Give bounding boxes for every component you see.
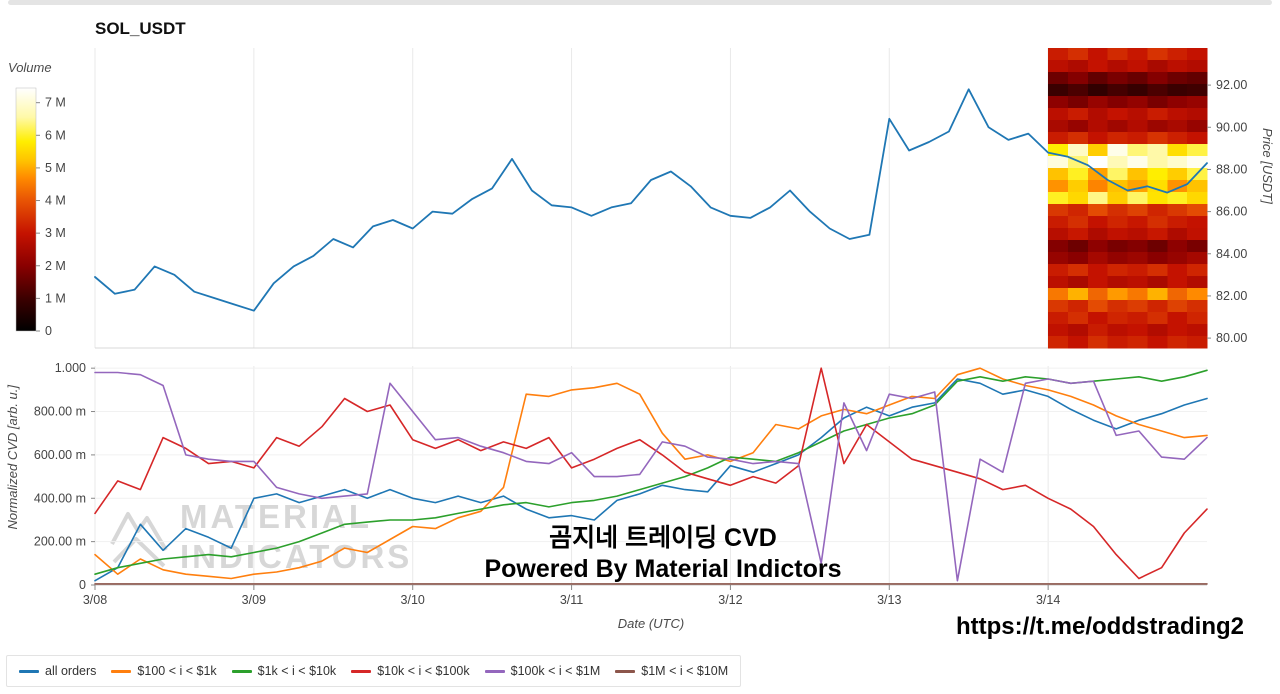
cvd-axis-label: Normalized CVD [arb. u.] [5, 385, 20, 530]
price-tick-label: 82.00 [1216, 289, 1247, 303]
cvd-tick-label: 600.00 m [34, 448, 86, 462]
volume-tick-label: 3 M [45, 226, 66, 240]
cvd-tick-label: 400.00 m [34, 491, 86, 505]
legend-label: $100k < i < $1M [510, 664, 601, 678]
cvd-line-all-orders [94, 378, 1208, 582]
cvd-chart[interactable] [94, 367, 1208, 585]
legend-item[interactable]: $100k < i < $1M [484, 664, 601, 678]
cvd-line--100k-i-1M [94, 371, 1208, 582]
legend-item[interactable]: $1k < i < $10k [231, 664, 337, 678]
volume-tick-label: 6 M [45, 128, 66, 142]
telegram-link[interactable]: https://t.me/oddstrading2 [956, 613, 1244, 640]
volume-colorbar: 7 M 6 M 5 M 4 M 3 M 2 M 1 M 0 [15, 87, 66, 338]
caption-line1: 곰지네 트레이딩 CVD [549, 524, 777, 552]
caption-line2: Powered By Material Indictors [484, 555, 842, 583]
date-tick-label: 3/08 [83, 593, 107, 607]
volume-colorbar-label: Volume [8, 60, 52, 75]
cvd-line--100-i-1k [94, 367, 1208, 580]
cvd-tick-label: 800.00 m [34, 405, 86, 419]
date-tick-label: 3/12 [718, 593, 742, 607]
legend-swatch [351, 669, 372, 673]
caption-overlay: 곰지네 트레이딩 CVD Powered By Material Indicto… [363, 523, 963, 585]
legend-item[interactable]: $10k < i < $100k [351, 664, 470, 678]
volume-tick-label: 0 [45, 324, 52, 338]
legend-label: $100 < i < $1k [137, 664, 217, 678]
legend-swatch [19, 669, 39, 673]
price-tick-label: 92.00 [1216, 78, 1247, 92]
watermark: MATERIAL INDICATORS [108, 497, 412, 577]
volume-tick-label: 1 M [45, 291, 66, 305]
watermark-line1: MATERIAL [180, 498, 373, 535]
axis-ticks: 92.00 90.00 88.00 86.00 84.00 82.00 80.00 1.000… [34, 78, 1247, 607]
legend-item[interactable]: all orders [19, 664, 96, 678]
gridlines [94, 48, 1207, 586]
cvd-tick-label: 200.00 m [34, 535, 86, 549]
date-tick-label: 3/13 [877, 593, 901, 607]
legend-label: all orders [45, 664, 97, 678]
volume-heatmap[interactable] [1048, 48, 1208, 349]
price-tick-label: 86.00 [1216, 205, 1247, 219]
legend-label: $10k < i < $100k [377, 664, 470, 678]
volume-tick-label: 5 M [45, 161, 66, 175]
watermark-text: MATERIAL INDICATORS [180, 497, 412, 577]
price-tick-label: 84.00 [1216, 247, 1247, 261]
cvd-line--10k-i-100k [94, 367, 1208, 580]
chart-title: SOL_USDT [95, 19, 186, 38]
date-tick-label: 3/14 [1036, 593, 1060, 607]
price-tick-label: 80.00 [1216, 331, 1247, 345]
price-tick-label: 90.00 [1216, 120, 1247, 134]
price-chart[interactable] [94, 88, 1208, 312]
date-tick-label: 3/10 [401, 593, 425, 607]
top-scrollbar[interactable] [8, 0, 1272, 5]
volume-tick-label: 2 M [45, 259, 66, 273]
legend-label: $1k < i < $10k [257, 664, 337, 678]
volume-tick-label: 7 M [45, 96, 66, 110]
legend-item[interactable]: $100 < i < $1k [111, 664, 217, 678]
cvd-tick-label: 0 [79, 578, 86, 592]
legend-swatch [615, 669, 636, 673]
legend-item[interactable]: $1M < i < $10M [615, 664, 728, 678]
date-tick-label: 3/11 [560, 593, 583, 607]
date-axis-label: Date (UTC) [617, 616, 685, 631]
legend-swatch [231, 669, 252, 673]
price-tick-label: 88.00 [1216, 162, 1247, 176]
cvd-line--1k-i-10k [94, 369, 1208, 576]
date-tick-label: 3/09 [242, 593, 266, 607]
cvd-tick-label: 1.000 [55, 361, 86, 375]
price-line [94, 88, 1208, 312]
volume-tick-label: 4 M [45, 194, 66, 208]
price-axis-label: Price [USDT] [1260, 128, 1275, 204]
legend-label: $1M < i < $10M [641, 664, 729, 678]
legend: all orders $100 < i < $1k $1k < i < $10k $1… [6, 655, 742, 687]
legend-swatch [111, 669, 132, 673]
legend-swatch [484, 669, 505, 673]
